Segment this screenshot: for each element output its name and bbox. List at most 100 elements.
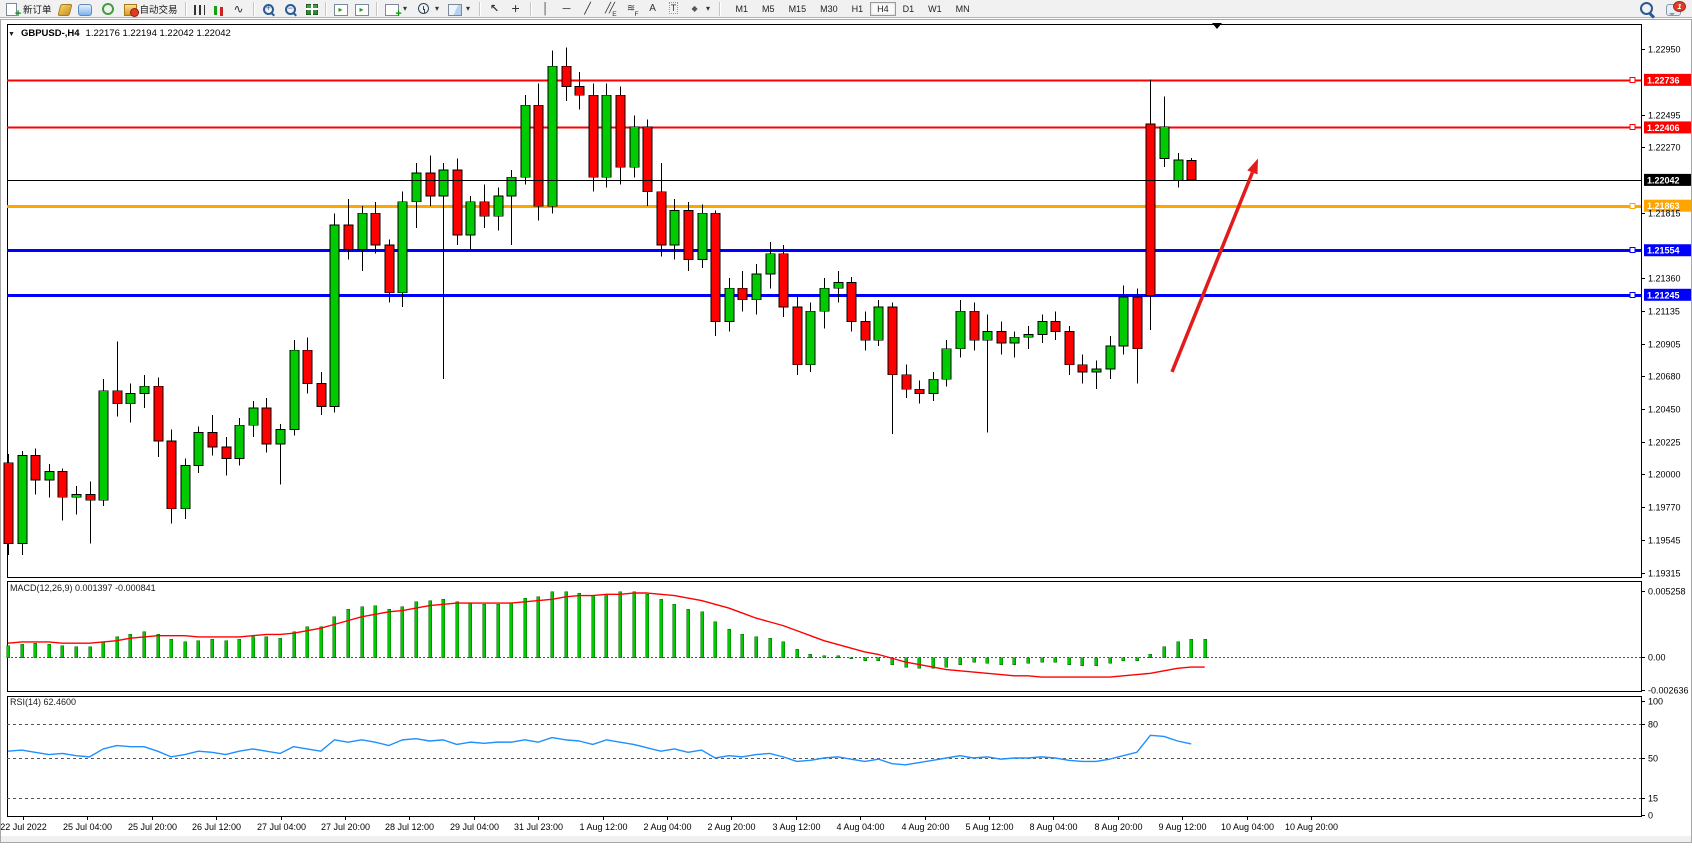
collapse-triangle-icon[interactable] <box>8 28 15 39</box>
search-button[interactable] <box>1637 1 1662 17</box>
cursor-button[interactable] <box>485 1 505 17</box>
macd-label: MACD(12,26,9) 0.001397 -0.000841 <box>10 583 156 593</box>
macd-bar <box>958 657 962 665</box>
macd-bar <box>577 592 581 658</box>
trend-arrow-annotation[interactable] <box>1170 158 1258 373</box>
line-chart-button[interactable] <box>229 1 249 17</box>
timeframe-button-M5[interactable]: M5 <box>762 3 775 14</box>
price-level-badge-text: 1.21863 <box>1647 201 1680 211</box>
candle-body <box>588 94 599 178</box>
crayon-icon <box>57 3 73 16</box>
auto-scroll-button[interactable] <box>331 1 351 17</box>
price-level-badge <box>1644 288 1691 301</box>
signals-button[interactable] <box>96 1 120 17</box>
candle-body <box>561 65 572 87</box>
timeframe-button-D1[interactable]: D1 <box>902 3 915 14</box>
macd-bar <box>604 594 608 658</box>
timeframe-button-M1[interactable]: M1 <box>735 3 749 14</box>
price-tick-label: 1.22270 <box>1648 143 1681 153</box>
time-tick-label: 28 Jul 12:00 <box>385 822 434 832</box>
trendline-button[interactable] <box>578 1 598 17</box>
toolbar-separator <box>478 1 481 16</box>
zoom-out-button[interactable] <box>281 1 302 17</box>
time-tick-label: 27 Jul 04:00 <box>257 822 306 832</box>
candle-body <box>17 455 28 544</box>
chart-canvas[interactable]: 1.22950 1.22495 1.22270 1.21815 1.21360 1.211… <box>0 19 1692 843</box>
price-axis[interactable] <box>1641 49 1691 574</box>
chart-shift-button[interactable] <box>352 1 372 17</box>
timeframe-button-H1[interactable]: H1 <box>851 3 864 14</box>
candle-body <box>914 388 925 394</box>
timeframe-button-MN[interactable]: MN <box>955 3 970 14</box>
zoom-in-button[interactable] <box>259 1 280 17</box>
macd-bar <box>496 604 500 658</box>
metaeditor-button[interactable] <box>56 1 74 17</box>
level-handle <box>1629 203 1636 209</box>
macd-bar <box>781 641 785 658</box>
tile-windows-button[interactable] <box>303 1 321 17</box>
templates-button[interactable] <box>445 1 475 17</box>
timeframe-button-W1[interactable]: W1 <box>928 3 942 14</box>
candle-body <box>71 494 82 498</box>
chat-icon: 1 <box>1666 0 1686 16</box>
candle-body <box>112 390 123 405</box>
macd-bar <box>183 641 187 658</box>
crosshair-button[interactable] <box>506 1 526 17</box>
candle-body <box>193 432 204 466</box>
timeframe-button-M15[interactable]: M15 <box>788 3 807 14</box>
macd-bar <box>400 606 404 658</box>
line-chart-icon <box>232 2 246 16</box>
vertical-line-button[interactable] <box>536 1 556 17</box>
rsi-tick-label: 100 <box>1648 697 1663 707</box>
timeframe-button-H4[interactable]: H4 <box>870 1 896 16</box>
candle-body <box>765 253 776 275</box>
candle-body <box>234 424 245 459</box>
macd-bar <box>128 634 132 658</box>
macd-bar <box>6 645 10 658</box>
toolbar-separator <box>375 1 378 16</box>
candle-body <box>207 432 218 448</box>
shapes-button[interactable] <box>685 1 715 17</box>
macd-bar <box>1189 639 1193 658</box>
text-label-button[interactable] <box>664 1 684 17</box>
level-handle <box>1629 124 1636 130</box>
new-order-button[interactable]: 新订单 <box>2 1 55 20</box>
macd-bar <box>591 595 595 658</box>
bar-chart-button[interactable] <box>191 1 208 17</box>
macd-signal-line <box>7 592 1205 678</box>
macd-bar <box>713 621 717 658</box>
candle-body <box>887 306 898 376</box>
chart-window-button[interactable] <box>75 1 95 17</box>
channel-button[interactable]: E <box>599 1 620 18</box>
candle-body <box>737 287 748 301</box>
chart-pane <box>7 696 1642 817</box>
candlestick-chart-button[interactable] <box>209 1 228 17</box>
fibonacci-button[interactable]: F <box>621 1 642 18</box>
chat-button[interactable]: 1 <box>1663 0 1686 17</box>
candle-body <box>289 349 300 430</box>
periods-button[interactable] <box>413 1 444 17</box>
candle-body <box>941 348 952 380</box>
time-tick-label: 26 Jul 12:00 <box>192 822 241 832</box>
time-axis[interactable] <box>23 817 1312 820</box>
macd-bar <box>768 637 772 658</box>
rsi-label: RSI(14) 62.4600 <box>10 697 77 707</box>
macd-bar <box>808 654 812 658</box>
price-level-badge <box>1644 199 1691 212</box>
horizontal-line-button[interactable] <box>557 1 577 17</box>
candle-body <box>533 104 544 207</box>
macd-bar <box>1176 641 1180 658</box>
price-level-badge-text: 1.22736 <box>1647 75 1680 85</box>
rsi-tick-label: 80 <box>1648 720 1658 730</box>
chart-shift-marker-icon[interactable] <box>1212 23 1222 29</box>
text-button[interactable] <box>643 1 663 17</box>
timeframe-button-M30[interactable]: M30 <box>820 3 838 14</box>
macd-bar <box>237 639 241 658</box>
price-tick-label: 1.21815 <box>1648 209 1681 219</box>
candle-body <box>982 331 993 341</box>
indicators-button[interactable] <box>382 1 412 20</box>
candle-body <box>724 287 735 322</box>
tile-windows-icon <box>305 4 318 15</box>
candle-body <box>642 126 653 193</box>
autotrading-button[interactable]: 自动交易 <box>121 1 181 17</box>
